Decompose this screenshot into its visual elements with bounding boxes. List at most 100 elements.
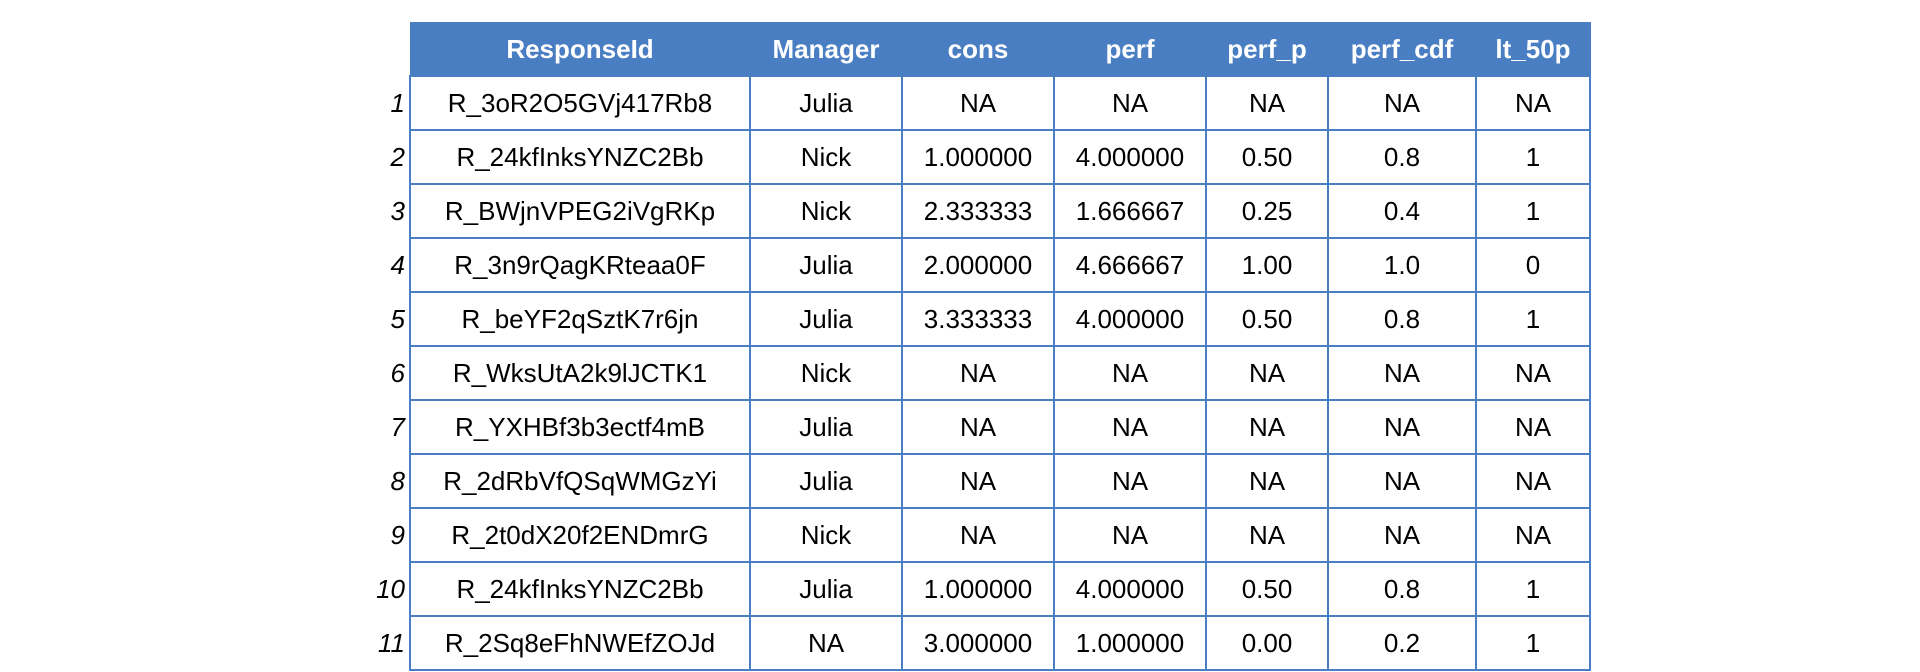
cell-lt-50p: 0 [1475,237,1591,293]
row-index: 5 [370,292,411,346]
cell-perf-cdf: NA [1327,507,1477,563]
table-row: 11 R_2Sq8eFhNWEfZOJd NA 3.000000 1.000000 0.0… [370,615,1591,671]
cell-perf-cdf: 0.2 [1327,615,1477,671]
cell-manager: Julia [749,75,903,131]
cell-cons: NA [901,75,1055,131]
row-index: 2 [370,130,411,184]
cell-perf-cdf: 1.0 [1327,237,1477,293]
cell-manager: Julia [749,561,903,617]
cell-perf-p: NA [1205,345,1329,401]
cell-manager: Nick [749,507,903,563]
cell-responseid: R_3oR2O5GVj417Rb8 [409,75,751,131]
cell-cons: 3.000000 [901,615,1055,671]
cell-perf-cdf: 0.8 [1327,561,1477,617]
table-row: 5 R_beYF2qSztK7r6jn Julia 3.333333 4.000000 0… [370,291,1591,347]
column-header-cons[interactable]: cons [901,22,1055,77]
cell-perf: NA [1053,453,1207,509]
table-row: 3 R_BWjnVPEG2iVgRKp Nick 2.333333 1.666667 0.… [370,183,1591,239]
table-row: 6 R_WksUtA2k9lJCTK1 Nick NA NA NA NA NA [370,345,1591,401]
cell-responseid: R_3n9rQagKRteaa0F [409,237,751,293]
column-header-perf-p[interactable]: perf_p [1205,22,1329,77]
cell-lt-50p: 1 [1475,129,1591,185]
data-table: ResponseId Manager cons perf perf_p perf… [370,22,1591,671]
cell-lt-50p: NA [1475,399,1591,455]
cell-perf: NA [1053,399,1207,455]
cell-perf: 4.666667 [1053,237,1207,293]
cell-manager: Nick [749,345,903,401]
row-index: 10 [370,562,411,616]
cell-perf-p: 0.00 [1205,615,1329,671]
cell-lt-50p: NA [1475,75,1591,131]
cell-perf-cdf: NA [1327,345,1477,401]
cell-cons: NA [901,507,1055,563]
cell-perf: 1.666667 [1053,183,1207,239]
row-index: 8 [370,454,411,508]
cell-manager: Julia [749,453,903,509]
row-index: 1 [370,76,411,130]
column-header-manager[interactable]: Manager [749,22,903,77]
cell-perf-p: 1.00 [1205,237,1329,293]
cell-perf-cdf: 0.4 [1327,183,1477,239]
cell-responseid: R_24kfInksYNZC2Bb [409,129,751,185]
cell-responseid: R_WksUtA2k9lJCTK1 [409,345,751,401]
cell-perf-p: NA [1205,507,1329,563]
cell-responseid: R_2Sq8eFhNWEfZOJd [409,615,751,671]
cell-perf-cdf: NA [1327,453,1477,509]
cell-lt-50p: 1 [1475,183,1591,239]
cell-perf-cdf: 0.8 [1327,129,1477,185]
table-row: 1 R_3oR2O5GVj417Rb8 Julia NA NA NA NA NA [370,75,1591,131]
cell-responseid: R_beYF2qSztK7r6jn [409,291,751,347]
cell-perf-p: NA [1205,453,1329,509]
column-header-perf[interactable]: perf [1053,22,1207,77]
table-body: 1 R_3oR2O5GVj417Rb8 Julia NA NA NA NA NA 2 R_24kf… [370,75,1591,671]
cell-perf-p: NA [1205,399,1329,455]
cell-manager: Nick [749,129,903,185]
cell-lt-50p: 1 [1475,615,1591,671]
cell-lt-50p: 1 [1475,561,1591,617]
table-row: 9 R_2t0dX20f2ENDmrG Nick NA NA NA NA NA [370,507,1591,563]
cell-perf-p: 0.50 [1205,129,1329,185]
cell-responseid: R_2dRbVfQSqWMGzYi [409,453,751,509]
table-row: 2 R_24kfInksYNZC2Bb Nick 1.000000 4.000000 0.… [370,129,1591,185]
cell-perf-cdf: NA [1327,75,1477,131]
cell-manager: Julia [749,399,903,455]
cell-perf: 4.000000 [1053,291,1207,347]
cell-cons: 1.000000 [901,129,1055,185]
cell-perf: 1.000000 [1053,615,1207,671]
cell-perf: 4.000000 [1053,129,1207,185]
cell-responseid: R_BWjnVPEG2iVgRKp [409,183,751,239]
cell-responseid: R_24kfInksYNZC2Bb [409,561,751,617]
row-index: 7 [370,400,411,454]
column-header-responseid[interactable]: ResponseId [409,22,751,77]
cell-perf-cdf: 0.8 [1327,291,1477,347]
cell-manager: NA [749,615,903,671]
cell-cons: NA [901,345,1055,401]
table-row: 4 R_3n9rQagKRteaa0F Julia 2.000000 4.666667 1… [370,237,1591,293]
cell-perf-cdf: NA [1327,399,1477,455]
cell-responseid: R_YXHBf3b3ectf4mB [409,399,751,455]
header-row: ResponseId Manager cons perf perf_p perf… [370,22,1591,77]
column-header-perf-cdf[interactable]: perf_cdf [1327,22,1477,77]
cell-manager: Julia [749,291,903,347]
cell-cons: NA [901,453,1055,509]
cell-perf: NA [1053,75,1207,131]
cell-manager: Julia [749,237,903,293]
row-index: 11 [370,616,411,670]
cell-lt-50p: NA [1475,345,1591,401]
cell-lt-50p: NA [1475,453,1591,509]
cell-cons: 2.000000 [901,237,1055,293]
row-index: 4 [370,238,411,292]
table-row: 10 R_24kfInksYNZC2Bb Julia 1.000000 4.000000… [370,561,1591,617]
cell-perf-p: 0.50 [1205,561,1329,617]
cell-perf-p: 0.25 [1205,183,1329,239]
cell-manager: Nick [749,183,903,239]
cell-cons: 2.333333 [901,183,1055,239]
column-header-lt-50p[interactable]: lt_50p [1475,22,1591,77]
row-index: 6 [370,346,411,400]
table-row: 8 R_2dRbVfQSqWMGzYi Julia NA NA NA NA NA [370,453,1591,509]
cell-cons: 3.333333 [901,291,1055,347]
cell-cons: 1.000000 [901,561,1055,617]
cell-lt-50p: NA [1475,507,1591,563]
cell-perf-p: 0.50 [1205,291,1329,347]
cell-perf: NA [1053,345,1207,401]
